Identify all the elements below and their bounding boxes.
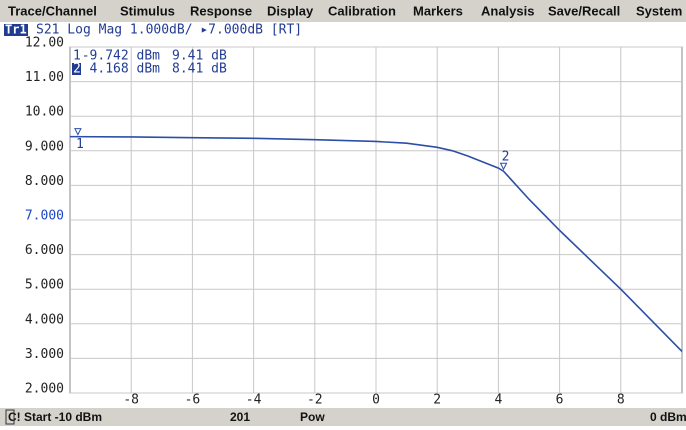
menu-item[interactable]: Stimulus xyxy=(120,3,175,18)
x-tick-label: 8 xyxy=(617,393,625,408)
x-tick-label: -8 xyxy=(123,393,139,408)
status-item: C! Start -10 dBm xyxy=(8,410,102,424)
menu-item[interactable]: Trace/Channel xyxy=(8,3,97,18)
trace-format: S21 Log Mag 1.000dB/ ▸7.000dB [RT] xyxy=(36,23,302,38)
x-tick-label: -4 xyxy=(246,393,262,408)
y-tick-label: 7.000 xyxy=(25,209,64,224)
analyzer-screen: Tr1 S21 Log Mag 1.000dB/ ▸7.000dB [RT] T… xyxy=(0,0,686,426)
x-tick-label: 0 xyxy=(372,393,380,408)
readout-value: 8.41 dB xyxy=(172,62,227,77)
readout-id: 2 xyxy=(73,62,81,77)
menu-item[interactable]: Response xyxy=(190,3,252,18)
y-tick-label: 3.000 xyxy=(25,347,64,362)
x-tick-label: 6 xyxy=(556,393,564,408)
menu-item[interactable]: Display xyxy=(267,3,314,18)
y-tick-label: 4.000 xyxy=(25,312,64,327)
y-tick-label: 2.000 xyxy=(25,382,64,397)
y-tick-label: 6.000 xyxy=(25,243,64,258)
x-tick-label: -6 xyxy=(185,393,201,408)
y-tick-label: 8.000 xyxy=(25,174,64,189)
y-tick-label: 10.00 xyxy=(25,105,64,120)
x-tick-label: 2 xyxy=(433,393,441,408)
menu-item[interactable]: Save/Recall xyxy=(548,3,620,18)
marker-label: 1 xyxy=(76,137,84,152)
x-tick-label: 4 xyxy=(494,393,502,408)
trace-id[interactable]: Tr1 xyxy=(5,23,27,37)
y-tick-label: 9.000 xyxy=(25,139,64,154)
status-item: Pow xyxy=(300,410,325,424)
menu-item[interactable]: System xyxy=(636,3,682,18)
readout-x: 4.168 dBm xyxy=(90,62,161,77)
x-tick-label: -2 xyxy=(307,393,323,408)
status-item: 0 dBm xyxy=(650,410,686,424)
status-item: 201 xyxy=(230,410,250,424)
y-tick-label: 5.000 xyxy=(25,278,64,293)
y-tick-label: 11.00 xyxy=(25,70,64,85)
menu-item[interactable]: Calibration xyxy=(328,3,396,18)
menu-item[interactable]: Analysis xyxy=(481,3,534,18)
menu-item[interactable]: Markers xyxy=(413,3,463,18)
marker-label: 2 xyxy=(502,150,510,165)
y-tick-label: 12.00 xyxy=(25,36,64,51)
status-bar xyxy=(0,408,686,426)
